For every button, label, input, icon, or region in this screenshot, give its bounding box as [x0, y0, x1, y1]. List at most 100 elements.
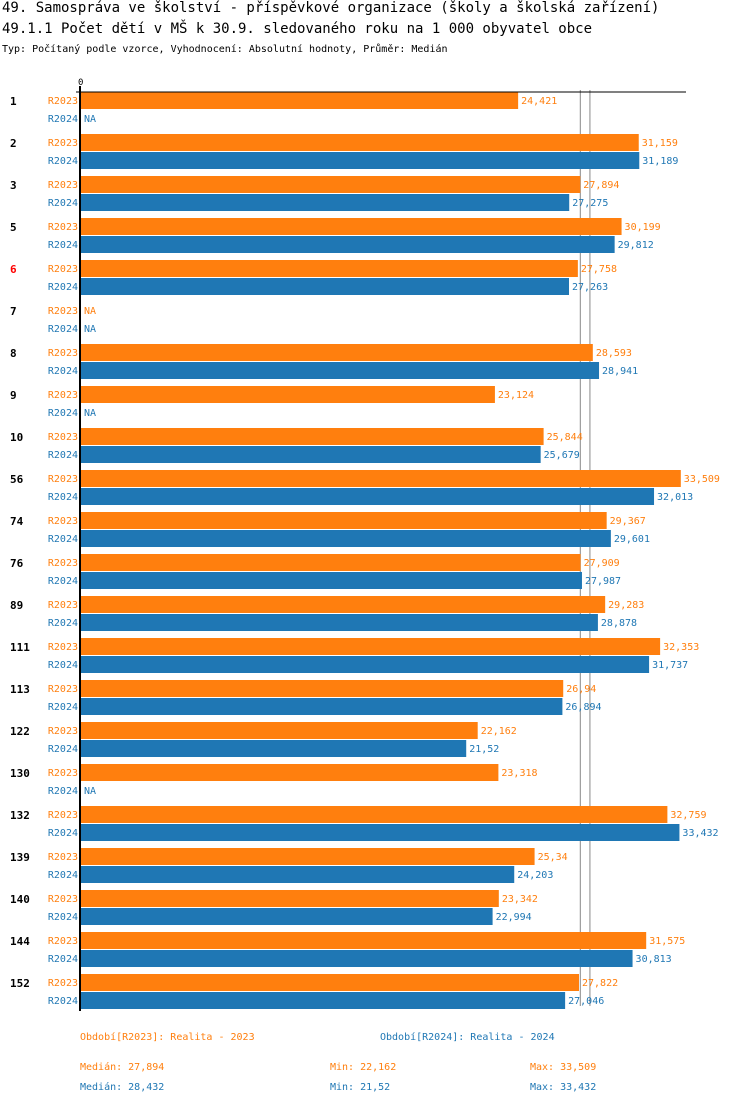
value-label: 31,575	[649, 936, 685, 947]
median-2023: Medián: 27,894	[80, 1062, 165, 1073]
value-label: 27,894	[583, 180, 619, 191]
value-label: 30,813	[636, 954, 672, 965]
bar	[81, 974, 580, 991]
bar	[81, 512, 607, 529]
series-label: R2024	[48, 198, 78, 209]
x-tick-label: 0	[78, 78, 83, 88]
series-label: R2024	[48, 114, 78, 125]
series-label: R2024	[48, 912, 78, 923]
value-label: 22,162	[481, 726, 517, 737]
series-label: R2023	[48, 222, 78, 233]
category-label: 8	[10, 347, 17, 360]
chart-title: 49. Samospráva ve školství - příspěvkové…	[2, 0, 660, 16]
category-label: 113	[10, 683, 30, 696]
bar	[81, 362, 600, 379]
series-label: R2024	[48, 324, 78, 335]
series-label: R2023	[48, 600, 78, 611]
value-label: 24,203	[517, 870, 553, 881]
bar	[81, 446, 541, 463]
median-2024: Medián: 28,432	[80, 1082, 165, 1093]
category-label: 2	[10, 137, 17, 150]
bar	[81, 656, 650, 673]
chart-meta: Typ: Počítaný podle vzorce, Vyhodnocení:…	[2, 44, 448, 55]
series-label: R2023	[48, 558, 78, 569]
bar	[81, 740, 467, 757]
value-label: 29,283	[608, 600, 644, 611]
value-label: 23,318	[501, 768, 537, 779]
category-label: 5	[10, 221, 17, 234]
bar	[81, 488, 655, 505]
bar	[81, 992, 566, 1009]
value-label: 23,342	[502, 894, 538, 905]
value-label: 33,509	[684, 474, 720, 485]
bar	[81, 134, 639, 151]
series-label: R2024	[48, 660, 78, 671]
legend-r2024: Období[R2024]: Realita - 2024	[380, 1032, 555, 1043]
category-label: 122	[10, 725, 30, 738]
value-label: 27,987	[585, 576, 621, 587]
series-label: R2023	[48, 642, 78, 653]
value-label: 31,189	[642, 156, 678, 167]
series-label: R2023	[48, 138, 78, 149]
bar	[81, 236, 615, 253]
series-label: R2024	[48, 954, 78, 965]
series-label: R2023	[48, 180, 78, 191]
series-label: R2023	[48, 264, 78, 275]
series-label: R2023	[48, 684, 78, 695]
value-label: NA	[84, 306, 96, 317]
bar	[81, 176, 581, 193]
series-label: R2023	[48, 474, 78, 485]
value-label: 32,353	[663, 642, 699, 653]
category-label: 6	[10, 263, 17, 276]
series-label: R2023	[48, 936, 78, 947]
bar	[81, 638, 661, 655]
bar	[81, 698, 563, 715]
bar	[81, 680, 564, 697]
bar	[81, 950, 633, 967]
bar	[81, 278, 570, 295]
bar	[81, 152, 640, 169]
value-label: 25,679	[544, 450, 580, 461]
max-2023: Max: 33,509	[530, 1062, 597, 1073]
category-label: 7	[10, 305, 17, 318]
bar	[81, 764, 499, 781]
value-label: 26,94	[566, 684, 596, 695]
series-label: R2023	[48, 348, 78, 359]
category-label: 10	[10, 431, 23, 444]
series-label: R2024	[48, 408, 78, 419]
min-2023: Min: 22,162	[330, 1062, 397, 1073]
series-label: R2023	[48, 894, 78, 905]
value-label: 23,124	[498, 390, 534, 401]
bar	[81, 866, 515, 883]
category-label: 140	[10, 893, 30, 906]
bar	[81, 260, 578, 277]
series-label: R2023	[48, 768, 78, 779]
series-label: R2024	[48, 870, 78, 881]
series-label: R2023	[48, 516, 78, 527]
category-label: 152	[10, 977, 30, 990]
bar-chart: 1 R2023 24,421 R2024 NA 2 R2023 31,159 R2024 31,1…	[10, 78, 720, 1011]
value-label: 27,263	[572, 282, 608, 293]
bar	[81, 722, 478, 739]
bar	[81, 890, 499, 907]
series-label: R2023	[48, 810, 78, 821]
series-label: R2023	[48, 852, 78, 863]
value-label: 27,275	[572, 198, 608, 209]
series-label: R2023	[48, 726, 78, 737]
value-label: 28,941	[602, 366, 638, 377]
bar	[81, 92, 519, 109]
category-label: 144	[10, 935, 30, 948]
bar	[81, 824, 680, 841]
series-label: R2024	[48, 618, 78, 629]
series-label: R2023	[48, 96, 78, 107]
bar	[81, 596, 606, 613]
value-label: 26,894	[565, 702, 601, 713]
value-label: 30,199	[625, 222, 661, 233]
bar	[81, 530, 611, 547]
value-label: NA	[84, 786, 96, 797]
value-label: 22,994	[496, 912, 532, 923]
value-label: NA	[84, 114, 96, 125]
category-label: 76	[10, 557, 24, 570]
value-label: 32,759	[670, 810, 706, 821]
category-label: 56	[10, 473, 24, 486]
